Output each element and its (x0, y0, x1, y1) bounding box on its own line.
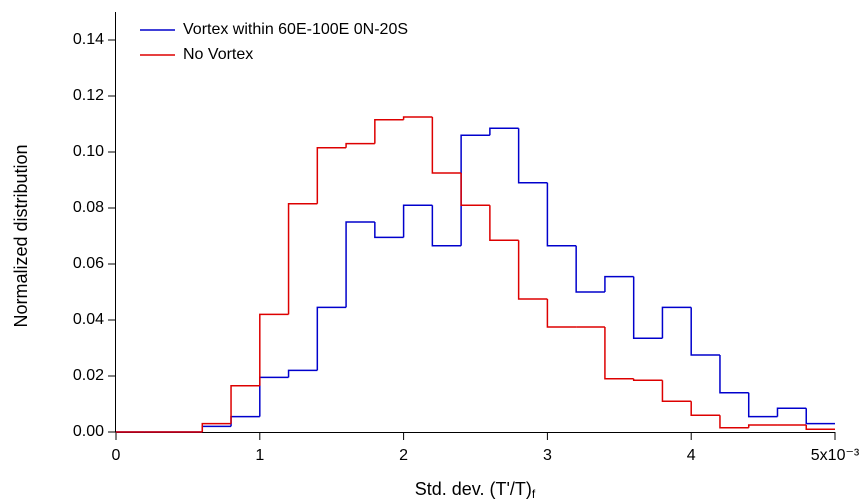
x-tick-label: 3 (543, 447, 552, 464)
histogram-step (345, 221, 375, 308)
histogram-step (690, 307, 720, 356)
x-axis-label-sub: f (532, 487, 536, 501)
y-tick-label: 0.14 (73, 31, 104, 48)
histogram-step (259, 313, 289, 386)
legend-label: No Vortex (183, 46, 253, 63)
histogram-step (575, 245, 605, 293)
y-tick-label: 0.02 (73, 367, 104, 384)
histogram-step (489, 127, 519, 136)
histogram-step (546, 299, 577, 328)
histogram-step (632, 378, 663, 381)
histogram-step (805, 408, 835, 425)
legend-label: Vortex within 60E-100E 0N-20S (183, 21, 408, 38)
histogram-step (460, 173, 490, 206)
histogram-step (402, 116, 433, 120)
histogram-step (747, 424, 778, 428)
histogram-step (402, 204, 433, 238)
y-axis-label: Normalized distribution (11, 144, 31, 327)
histogram-step (201, 425, 232, 432)
histogram-step (259, 376, 289, 417)
histogram-step (287, 369, 318, 378)
histogram-step (661, 306, 692, 339)
histogram-step (747, 392, 778, 418)
histogram-step (604, 275, 634, 292)
histogram-step (460, 134, 490, 246)
histogram-step (632, 276, 663, 339)
x-tick-label: 1 (255, 447, 264, 464)
histogram-step (776, 407, 807, 417)
histogram-step (431, 117, 462, 174)
x-tick-label: 5x10⁻³ (811, 447, 860, 464)
histogram-step (719, 415, 749, 429)
histogram-step (345, 142, 375, 148)
histogram-step (374, 222, 404, 239)
histogram-step (316, 306, 347, 371)
histogram-step (604, 327, 634, 380)
x-axis-label: Std. dev. (T'/T)f (415, 479, 536, 501)
histogram-step (719, 355, 749, 394)
histogram-step (546, 182, 577, 247)
histogram-step (805, 425, 835, 430)
y-tick-label: 0.12 (73, 87, 104, 104)
histogram-step (287, 203, 318, 315)
y-tick-label: 0.00 (73, 423, 104, 440)
histogram-step (316, 147, 347, 204)
y-tick-label: 0.08 (73, 199, 104, 216)
x-tick-label: 4 (687, 447, 696, 464)
histogram-step (661, 380, 692, 402)
y-tick-label: 0.04 (73, 311, 104, 328)
y-tick-label: 0.06 (73, 255, 104, 272)
x-axis-label-main: Std. dev. (T'/T) (415, 479, 532, 499)
y-tick-label: 0.10 (73, 143, 104, 160)
histogram-step (230, 415, 260, 427)
x-tick-label: 2 (399, 447, 408, 464)
histogram-step (201, 422, 232, 432)
histogram-step (374, 119, 404, 144)
histogram-step (690, 401, 720, 416)
histogram-step (517, 240, 548, 300)
histogram-step (230, 385, 260, 424)
histogram-step (489, 205, 519, 241)
histogram-step (517, 128, 548, 184)
histogram-step (431, 205, 462, 247)
x-tick-label: 0 (112, 447, 121, 464)
